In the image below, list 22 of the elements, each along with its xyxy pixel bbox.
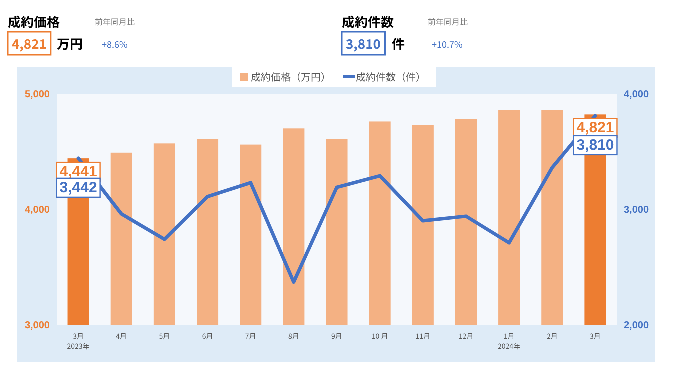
y2-tick-label: 4,000 [624, 90, 650, 100]
legend-label: 成約件数（件） [356, 69, 426, 84]
y-tick-label: 4,000 [24, 205, 50, 216]
text: 4,821 [12, 34, 47, 53]
text: 前年同月比 [428, 17, 468, 28]
text: 成約価格 [8, 12, 60, 31]
legend-label: 成約価格（万円） [251, 69, 331, 84]
y2-tick-label: 3,000 [624, 205, 650, 216]
text: 3,810 [346, 34, 382, 53]
text: 成約件数 [342, 12, 394, 31]
y-tick-label: 3,000 [24, 320, 50, 332]
text: +8.6% [102, 38, 128, 51]
data-label: 4,821 [576, 120, 614, 137]
y-tick-label: 5,000 [24, 90, 50, 100]
text: 件 [392, 34, 406, 53]
data-label: 4,441 [60, 164, 98, 181]
y2-tick-label: 2,000 [624, 320, 650, 332]
text: 万円 [57, 34, 84, 53]
text: 前年同月比 [95, 17, 135, 28]
text: +10.7% [432, 38, 463, 51]
data-label: 3,810 [576, 136, 614, 154]
data-label: 3,442 [60, 179, 98, 196]
